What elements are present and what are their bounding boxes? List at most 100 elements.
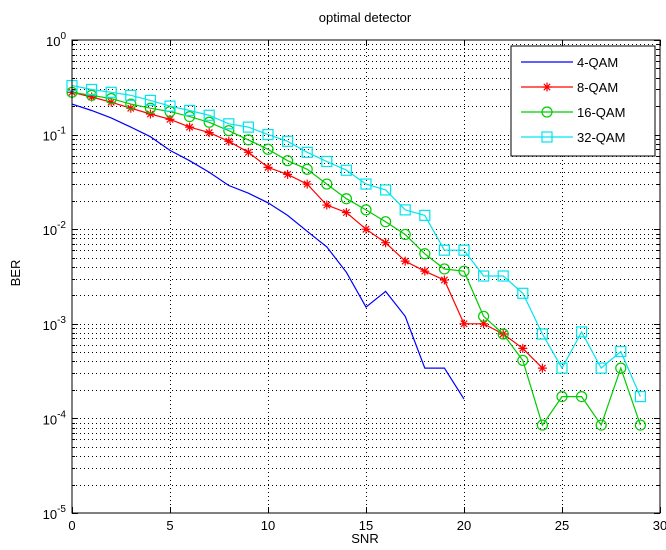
legend-entry-8-qam: 8-QAM [521, 80, 618, 95]
data-point-16-qam [497, 328, 509, 340]
data-point-8-qam [224, 136, 234, 146]
data-point-8-qam [459, 319, 469, 329]
data-point-16-qam [575, 390, 588, 403]
data-point-16-qam [419, 248, 431, 260]
data-point-32-qam [615, 345, 627, 358]
data-point-32-qam [203, 109, 215, 121]
data-point-32-qam [242, 121, 254, 133]
data-point-8-qam [518, 343, 528, 353]
data-point-16-qam [282, 155, 294, 167]
data-point-32-qam [536, 328, 549, 340]
data-point-32-qam [419, 209, 431, 221]
data-point-8-qam [420, 266, 430, 276]
data-point-32-qam [634, 390, 647, 403]
data-point-16-qam [478, 310, 490, 322]
data-point-8-qam [302, 179, 312, 189]
data-point-8-qam [165, 114, 175, 124]
data-point-32-qam [458, 244, 470, 256]
data-point-16-qam [536, 419, 549, 431]
data-point-8-qam [145, 109, 155, 119]
data-point-32-qam [380, 184, 392, 196]
data-point-8-qam [283, 169, 293, 179]
data-point-8-qam [106, 97, 116, 107]
data-point-8-qam [439, 275, 449, 285]
data-point-32-qam [360, 178, 372, 190]
legend-entry-16-qam: 16-QAM [521, 105, 625, 120]
x-tick-label: 0 [68, 518, 75, 533]
data-point-16-qam [380, 216, 392, 228]
data-point-16-qam [262, 143, 274, 155]
data-point-32-qam [301, 146, 313, 158]
data-point-8-qam [204, 128, 214, 138]
data-point-8-qam [87, 92, 97, 102]
data-point-8-qam [479, 319, 489, 329]
chart-title: optimal detector [319, 10, 412, 25]
data-point-16-qam [105, 93, 117, 105]
data-point-16-qam [321, 178, 333, 190]
data-point-32-qam [282, 135, 294, 147]
data-point-8-qam [361, 224, 371, 234]
data-point-16-qam [595, 419, 607, 431]
data-point-16-qam [223, 125, 235, 137]
data-point-8-qam [263, 162, 273, 172]
y-tick-label: 10-1 [43, 126, 67, 144]
data-point-32-qam [125, 89, 137, 101]
legend: 4-QAM 8-QAM 16-QAM 32-QAM [510, 45, 656, 157]
series-line-4-qam [71, 103, 465, 400]
data-point-16-qam [301, 163, 313, 175]
data-point-16-qam [242, 134, 254, 146]
data-point-32-qam [144, 94, 156, 106]
data-point-32-qam [595, 362, 607, 374]
data-point-32-qam [575, 326, 588, 338]
data-point-16-qam [360, 204, 372, 216]
y-tick-label: 10-4 [43, 409, 67, 427]
data-point-8-qam [185, 122, 195, 132]
x-tick-labels: 0 5 10 15 20 25 30 [68, 518, 666, 533]
data-point-32-qam [262, 129, 274, 141]
legend-marker-16-qam [541, 106, 553, 118]
data-point-8-qam [322, 200, 332, 210]
data-point-32-qam [184, 104, 196, 117]
legend-label-4-qam: 4-QAM [577, 55, 618, 70]
data-point-8-qam [537, 363, 547, 373]
data-point-8-qam [126, 103, 136, 113]
data-point-32-qam [340, 164, 352, 176]
x-tick-label: 10 [261, 518, 275, 533]
data-point-16-qam [184, 110, 196, 123]
y-tick-label: 10-2 [43, 220, 67, 238]
data-point-32-qam [321, 155, 333, 168]
legend-label-32-qam: 32-QAM [577, 130, 625, 145]
data-point-16-qam [340, 193, 352, 205]
data-point-16-qam [556, 390, 568, 403]
data-point-16-qam [615, 362, 627, 374]
data-point-8-qam [341, 208, 351, 218]
series-line-32-qam [71, 84, 641, 397]
data-point-16-qam [438, 263, 450, 275]
data-point-16-qam [125, 98, 137, 110]
data-point-8-qam [400, 256, 410, 266]
data-point-16-qam [517, 354, 529, 367]
legend-box [510, 45, 656, 157]
data-point-32-qam [497, 270, 509, 282]
data-point-16-qam [85, 89, 98, 101]
data-point-32-qam [517, 287, 529, 299]
y-axis-label: BER [8, 260, 23, 287]
y-tick-label: 100 [46, 31, 66, 49]
legend-marker-8-qam [542, 82, 552, 92]
data-point-32-qam [223, 118, 235, 130]
x-tick-label: 20 [457, 518, 471, 533]
data-point-32-qam [105, 86, 117, 98]
ticks [72, 40, 661, 514]
data-point-16-qam [203, 116, 215, 128]
data-point-16-qam [458, 265, 470, 277]
series-4-qam [71, 103, 465, 400]
legend-marker-32-qam [541, 131, 553, 143]
data-point-16-qam [399, 228, 411, 241]
x-tick-label: 15 [359, 518, 373, 533]
series-32-qam [66, 79, 647, 403]
data-point-16-qam [144, 102, 156, 114]
data-point-32-qam [478, 270, 490, 282]
legend-entry-4-qam: 4-QAM [521, 55, 618, 70]
